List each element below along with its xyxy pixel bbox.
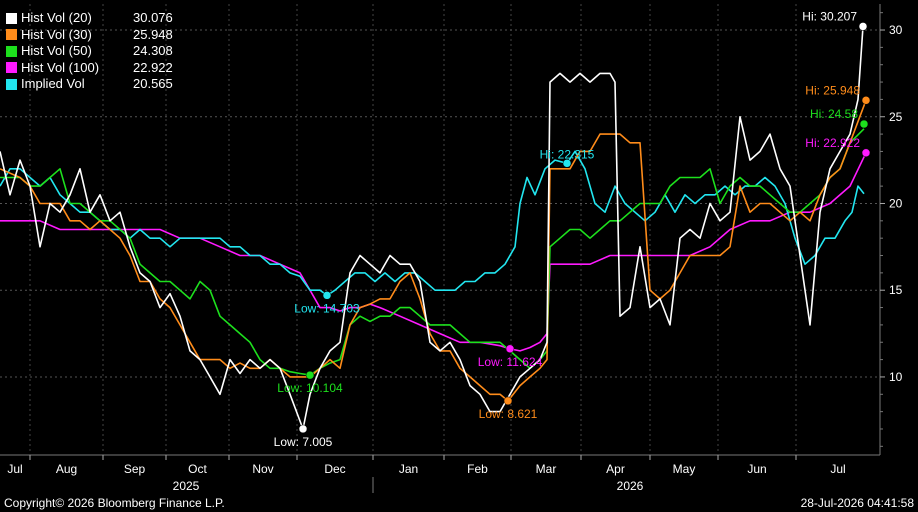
legend: Hist Vol (20) 30.076 Hist Vol (30) 25.94… [6, 10, 173, 93]
x-month-label: Sep [124, 462, 146, 476]
annotation-label: Hi: 25.948 [805, 83, 860, 97]
legend-label: Hist Vol (30) [21, 26, 92, 42]
annotation-label: Hi: 24.58 [810, 107, 858, 121]
x-month-label: Mar [536, 462, 557, 476]
series-line-1 [0, 100, 867, 402]
annotation-dot [505, 344, 515, 354]
y-tick-label: 30 [889, 23, 903, 37]
annotation-label: Low: 14.703 [294, 301, 360, 315]
annotation-label: Hi: 30.207 [802, 9, 857, 23]
x-month-label: Apr [606, 462, 625, 476]
x-month-label: Jun [747, 462, 766, 476]
legend-item-hist-vol-50: Hist Vol (50) 24.308 [6, 43, 173, 60]
y-tick-label: 25 [889, 110, 903, 124]
legend-item-hist-vol-20: Hist Vol (20) 30.076 [6, 10, 173, 27]
x-year-label: 2026 [617, 479, 644, 493]
annotation-dot [859, 119, 869, 129]
legend-item-implied-vol: Implied Vol 20.565 [6, 76, 173, 93]
legend-value: 30.076 [133, 10, 173, 25]
legend-swatch [6, 12, 17, 24]
annotation-dot [298, 424, 308, 434]
annotation-label: Hi: 22.922 [805, 136, 860, 150]
annotation-dot [322, 291, 332, 300]
y-axis-ticks: 10 15 20 25 30 [880, 12, 903, 447]
x-month-label: Aug [56, 462, 77, 476]
annotation-dot [562, 159, 572, 168]
annotation-dot [861, 148, 871, 158]
legend-swatch [6, 29, 17, 41]
legend-value: 22.922 [133, 59, 173, 75]
legend-swatch [6, 45, 17, 57]
annotation-dot [503, 396, 513, 406]
annotation-label: Low: 11.624 [478, 355, 543, 369]
x-month-label: Jul [830, 462, 845, 476]
legend-item-hist-vol-30: Hist Vol (30) 25.948 [6, 27, 173, 44]
x-month-label: Jul [7, 462, 22, 476]
legend-label: Implied Vol [21, 76, 85, 91]
series-line-2 [0, 128, 865, 376]
x-month-label: Jan [399, 462, 418, 476]
legend-value: 25.948 [133, 26, 173, 42]
x-month-label: Dec [324, 462, 345, 476]
x-year-label: 2025 [173, 479, 200, 493]
y-tick-label: 15 [889, 283, 903, 297]
copyright-text: Copyright© 2026 Bloomberg Finance L.P. [4, 496, 225, 510]
series-line-0 [0, 26, 864, 430]
annotation-dot [858, 22, 868, 31]
annotation-dot [861, 96, 871, 105]
series-lines [0, 26, 867, 430]
x-month-label: Nov [252, 462, 273, 476]
annotation-label: Low: 8.621 [479, 407, 538, 421]
x-month-label: Oct [188, 462, 207, 476]
legend-item-hist-vol-100: Hist Vol (100) 22.922 [6, 60, 173, 77]
series-line-4 [0, 150, 865, 297]
annotations: Hi: 30.207 Low: 7.005 Hi: 25.948 Low: 8.621… [274, 9, 871, 449]
legend-value: 20.565 [133, 76, 173, 91]
x-month-label: May [673, 462, 696, 476]
timestamp: 28-Jul-2026 04:41:58 [800, 496, 914, 510]
legend-label: Hist Vol (50) [21, 43, 92, 58]
x-axis-ticks: Jul Aug Sep Oct Nov Dec Jan Feb Mar Apr May Jun Jul 2… [7, 455, 846, 493]
annotation-dot [305, 370, 315, 380]
annotation-label: Low: 10.104 [277, 381, 343, 395]
y-tick-label: 10 [889, 370, 903, 384]
footer: Copyright© 2026 Bloomberg Finance L.P. 2… [0, 495, 918, 512]
y-tick-label: 20 [889, 196, 903, 210]
legend-swatch [6, 78, 17, 90]
legend-swatch [6, 62, 17, 74]
annotation-label: Hi: 22.315 [540, 147, 595, 161]
x-month-label: Feb [467, 462, 488, 476]
legend-label: Hist Vol (100) [21, 59, 100, 75]
legend-value: 24.308 [133, 43, 173, 58]
annotation-label: Low: 7.005 [274, 435, 333, 449]
legend-label: Hist Vol (20) [21, 10, 92, 25]
series-line-3 [0, 152, 867, 352]
